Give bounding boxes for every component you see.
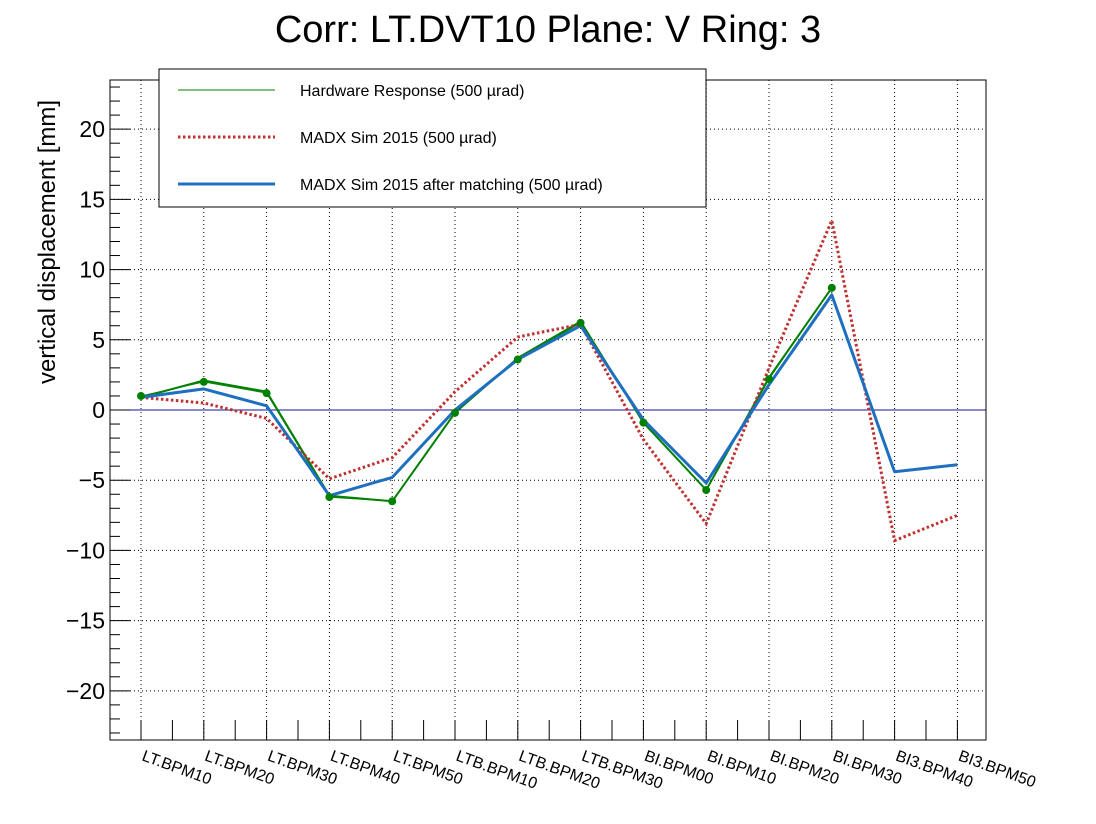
data-point-hardware (325, 493, 334, 502)
data-point-hardware (262, 389, 271, 398)
x-tick-label: LT.BPM40 (328, 748, 402, 789)
data-point-hardware (137, 391, 145, 400)
legend-label: MADX Sim 2015 (500 µrad) (300, 130, 497, 147)
series-band-hardware-response (140, 287, 833, 503)
data-point-hardware (451, 408, 459, 417)
y-axis-label: vertical displacement [mm] (34, 100, 61, 384)
y-tick-label: −5 (79, 467, 105, 493)
x-tick-label: LT.BPM20 (202, 748, 276, 789)
data-point-hardware (702, 486, 711, 495)
y-tick-label: −15 (66, 608, 105, 634)
x-tick-label: BI.BPM10 (705, 748, 779, 789)
y-tick-label: 5 (92, 327, 105, 353)
data-point-hardware (513, 355, 522, 364)
legend-label: Hardware Response (500 µrad) (300, 83, 524, 100)
x-tick-label: LT.BPM30 (265, 748, 339, 789)
data-point-hardware (827, 283, 836, 292)
x-tick-label: BI.BPM20 (768, 748, 842, 789)
chart-title: Corr: LT.DVT10 Plane: V Ring: 3 (275, 9, 821, 51)
x-tick-label: LT.BPM10 (140, 748, 214, 789)
series-line-hardware-response (140, 287, 833, 502)
legend-entries: Hardware Response (500 µrad) MADX Sim 201… (178, 83, 603, 194)
series-line-madx-matched (140, 293, 958, 498)
y-tick-label: 20 (79, 116, 105, 142)
legend-label: MADX Sim 2015 after matching (500 µrad) (300, 177, 603, 194)
series-layer (137, 215, 958, 543)
y-tick-label: 0 (92, 397, 105, 423)
x-tick-label: LT.BPM50 (391, 748, 465, 789)
y-tick-label: 10 (79, 257, 105, 283)
data-point-hardware (765, 375, 773, 384)
series-line-madx-sim (140, 215, 958, 543)
y-tick-label: −20 (66, 678, 105, 704)
data-point-hardware (576, 318, 585, 327)
data-point-hardware (199, 377, 208, 386)
data-point-hardware (388, 497, 397, 506)
y-tick-label: 15 (79, 186, 105, 212)
y-tick-label: −10 (66, 537, 105, 563)
x-tick-label: BI.BPM30 (830, 748, 904, 789)
data-point-hardware (639, 418, 648, 427)
legend: Hardware Response (500 µrad) MADX Sim 201… (158, 68, 707, 208)
